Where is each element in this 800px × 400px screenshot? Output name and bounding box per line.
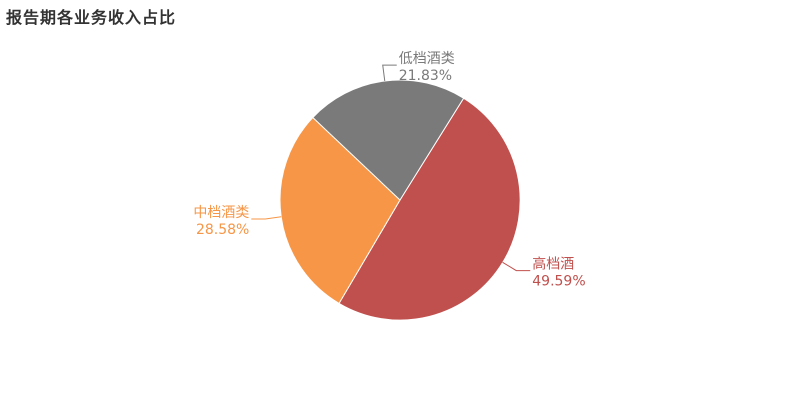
leader-line: [502, 261, 531, 272]
slice-value-label: 49.59%: [532, 274, 585, 290]
leader-line: [251, 216, 282, 220]
slice-name-label: 低档酒类: [399, 51, 455, 67]
slice-value-label: 28.58%: [196, 222, 249, 238]
slice-value-label: 21.83%: [399, 68, 452, 84]
pie-slice: [312, 79, 465, 201]
slice-name-label: 中档酒类: [193, 205, 249, 221]
slice-name-label: 高档酒: [532, 256, 574, 273]
leader-line: [382, 64, 397, 82]
chart-title: 报告期各业务收入占比: [6, 8, 177, 27]
